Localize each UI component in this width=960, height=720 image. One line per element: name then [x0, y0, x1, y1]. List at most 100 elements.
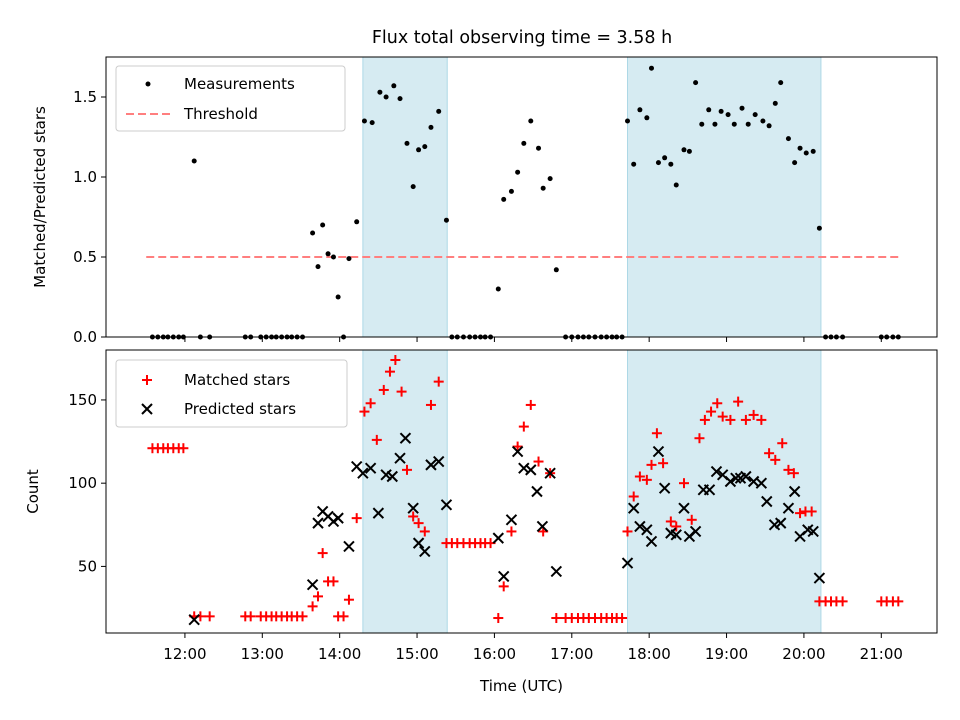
measurement-point	[443, 217, 449, 223]
predicted-star-marker	[774, 517, 787, 529]
bottom-shaded-intervals	[362, 349, 822, 634]
x-stroke	[536, 520, 549, 533]
x-stroke	[386, 470, 398, 483]
measurement-point	[325, 251, 331, 257]
predicted-star-marker	[440, 499, 453, 511]
predicted-star-marker	[678, 502, 690, 514]
measurement-point	[778, 80, 784, 86]
x-stroke	[531, 485, 543, 498]
matched-star-marker	[506, 526, 517, 537]
measurement-point	[681, 147, 687, 153]
predicted-star-marker	[621, 557, 634, 569]
legend-matched-marker	[142, 375, 152, 385]
x-stroke	[407, 502, 419, 514]
matched-star-marker	[313, 591, 324, 602]
measurement-point	[335, 294, 341, 300]
measurement-point	[547, 176, 553, 182]
predicted-star-marker	[807, 525, 819, 538]
shaded-interval	[627, 349, 822, 634]
x-stroke	[788, 485, 801, 498]
matched-star-marker	[740, 414, 751, 425]
x-tick-label: 19:00	[705, 645, 748, 663]
matched-star-marker	[204, 611, 215, 622]
x-stroke	[652, 445, 665, 458]
measurement-point	[718, 108, 724, 114]
matched-star-marker	[783, 464, 794, 475]
predicted-star-marker	[761, 495, 773, 508]
matched-star-marker	[401, 464, 412, 475]
predicted-star-marker	[412, 537, 425, 549]
top-axes-frame	[105, 56, 938, 338]
matched-star-marker	[413, 518, 424, 529]
predicted-star-marker	[634, 520, 646, 533]
x-stroke	[380, 469, 392, 481]
predicted-star-marker	[505, 514, 518, 526]
matched-star-marker	[665, 516, 676, 527]
matched-star-marker	[533, 456, 544, 467]
top-x-ticks	[184, 337, 882, 342]
measurement-point	[377, 89, 383, 95]
matched-star-marker	[378, 384, 389, 395]
predicted-star-marker	[689, 525, 702, 538]
measurement-point	[797, 145, 803, 151]
bottom-x-ticks: 12:00 13:00 14:00 15:00 16:00 17:00 18:00 19:00…	[163, 633, 903, 663]
measurement-point	[673, 182, 679, 188]
y-tick-label: 150	[68, 391, 97, 409]
predicted-star-marker	[188, 613, 200, 626]
bottom-legend-box	[115, 359, 348, 428]
measurement-point	[404, 140, 410, 146]
x-stroke	[665, 527, 677, 539]
predicted-star-marker	[740, 470, 752, 483]
matched-star-marker	[628, 491, 639, 502]
matched-star-marker	[498, 581, 509, 592]
predicted-star-marker	[710, 465, 723, 478]
matched-star-marker	[245, 611, 256, 622]
x-stroke	[525, 464, 537, 476]
shaded-interval	[362, 349, 448, 634]
x-stroke	[641, 524, 653, 536]
matched-star-marker	[733, 396, 744, 407]
measurement-point	[816, 225, 822, 231]
top-legend-box	[115, 65, 346, 132]
x-stroke	[433, 455, 445, 468]
predicted-star-marker	[724, 475, 737, 488]
predicted-star-marker	[525, 464, 537, 476]
predicted-star-marker	[813, 572, 826, 584]
predicted-star-marker	[306, 579, 319, 591]
matched-star-marker	[307, 601, 318, 612]
x-stroke	[322, 510, 334, 523]
matched-star-marker	[777, 438, 788, 449]
x-stroke	[782, 502, 795, 514]
x-stroke	[505, 514, 518, 526]
y-tick-label: 1.0	[73, 168, 97, 186]
matched-star-marker	[646, 459, 657, 470]
measurement-point	[501, 196, 507, 202]
x-stroke	[357, 467, 369, 479]
measurement-point	[361, 118, 367, 124]
x-tick-label: 14:00	[318, 645, 361, 663]
x-stroke	[372, 507, 385, 519]
x-stroke	[730, 472, 742, 484]
top-y-ticks: 0.0 0.5 1.0 1.5	[73, 88, 106, 346]
x-stroke	[802, 524, 814, 536]
y-tick-label: 1.5	[73, 88, 97, 106]
bottom-y-axis-label: Count	[24, 469, 42, 514]
matched-star-marker	[328, 576, 339, 587]
predicted-star-marker	[788, 485, 801, 498]
matched-star-marker	[178, 443, 189, 454]
x-stroke	[316, 505, 329, 518]
x-stroke	[678, 502, 690, 514]
matched-star-marker	[551, 613, 562, 624]
measurement-point	[521, 140, 527, 146]
matched-star-marker	[686, 514, 697, 525]
measurement-point	[766, 123, 772, 129]
x-tick-label: 21:00	[860, 645, 903, 663]
x-tick-label: 15:00	[395, 645, 438, 663]
matched-star-marker	[384, 366, 395, 377]
matched-star-marker	[617, 613, 628, 624]
x-stroke	[394, 452, 406, 464]
measurement-point	[410, 184, 416, 190]
measurement-point	[528, 118, 534, 124]
shaded-interval	[362, 56, 448, 338]
